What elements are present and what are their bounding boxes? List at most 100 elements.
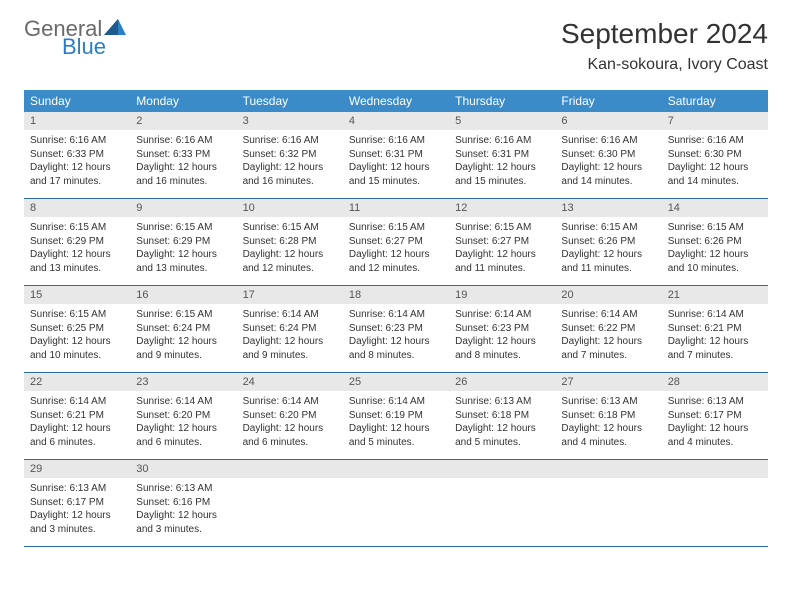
sunrise-line: Sunrise: 6:15 AM <box>30 308 124 322</box>
day-number: 26 <box>449 373 555 392</box>
sunrise-line: Sunrise: 6:15 AM <box>136 308 230 322</box>
day-cell: Sunrise: 6:14 AMSunset: 6:20 PMDaylight:… <box>237 391 343 460</box>
sunset-line: Sunset: 6:29 PM <box>30 235 124 249</box>
sunrise-line: Sunrise: 6:16 AM <box>30 134 124 148</box>
sunrise-line: Sunrise: 6:14 AM <box>668 308 762 322</box>
day-cell <box>662 478 768 547</box>
week-2-bodies: Sunrise: 6:15 AMSunset: 6:25 PMDaylight:… <box>24 304 768 373</box>
header: General Blue September 2024 Kan-sokoura,… <box>24 18 768 74</box>
week-1-numbers: 891011121314 <box>24 199 768 218</box>
day-number: 8 <box>24 199 130 218</box>
daylight-line: Daylight: 12 hours and 13 minutes. <box>136 248 230 275</box>
day-number: 1 <box>24 112 130 130</box>
month-title: September 2024 <box>561 18 768 50</box>
sunrise-line: Sunrise: 6:14 AM <box>136 395 230 409</box>
logo: General Blue <box>24 18 126 58</box>
day-cell: Sunrise: 6:14 AMSunset: 6:23 PMDaylight:… <box>343 304 449 373</box>
day-number: 6 <box>555 112 661 130</box>
day-header-sat: Saturday <box>662 90 768 112</box>
daylight-line: Daylight: 12 hours and 11 minutes. <box>455 248 549 275</box>
day-cell <box>343 478 449 547</box>
week-4-numbers: 2930 <box>24 460 768 479</box>
day-number: 23 <box>130 373 236 392</box>
sunrise-line: Sunrise: 6:14 AM <box>455 308 549 322</box>
day-number: 17 <box>237 286 343 305</box>
sunset-line: Sunset: 6:30 PM <box>668 148 762 162</box>
day-cell: Sunrise: 6:16 AMSunset: 6:31 PMDaylight:… <box>343 130 449 199</box>
sunrise-line: Sunrise: 6:15 AM <box>30 221 124 235</box>
day-number <box>662 460 768 479</box>
week-0-bodies: Sunrise: 6:16 AMSunset: 6:33 PMDaylight:… <box>24 130 768 199</box>
daylight-line: Daylight: 12 hours and 10 minutes. <box>668 248 762 275</box>
day-cell: Sunrise: 6:15 AMSunset: 6:27 PMDaylight:… <box>343 217 449 286</box>
sunrise-line: Sunrise: 6:15 AM <box>136 221 230 235</box>
daylight-line: Daylight: 12 hours and 17 minutes. <box>30 161 124 188</box>
daylight-line: Daylight: 12 hours and 5 minutes. <box>455 422 549 449</box>
sunrise-line: Sunrise: 6:14 AM <box>243 395 337 409</box>
day-cell: Sunrise: 6:15 AMSunset: 6:25 PMDaylight:… <box>24 304 130 373</box>
day-cell: Sunrise: 6:15 AMSunset: 6:29 PMDaylight:… <box>130 217 236 286</box>
day-cell: Sunrise: 6:16 AMSunset: 6:32 PMDaylight:… <box>237 130 343 199</box>
daylight-line: Daylight: 12 hours and 3 minutes. <box>136 509 230 536</box>
day-number: 29 <box>24 460 130 479</box>
sunset-line: Sunset: 6:26 PM <box>561 235 655 249</box>
day-number: 21 <box>662 286 768 305</box>
sunrise-line: Sunrise: 6:13 AM <box>561 395 655 409</box>
day-cell: Sunrise: 6:16 AMSunset: 6:33 PMDaylight:… <box>130 130 236 199</box>
sunrise-line: Sunrise: 6:13 AM <box>668 395 762 409</box>
daylight-line: Daylight: 12 hours and 15 minutes. <box>349 161 443 188</box>
daylight-line: Daylight: 12 hours and 11 minutes. <box>561 248 655 275</box>
day-number: 11 <box>343 199 449 218</box>
week-0-numbers: 1234567 <box>24 112 768 130</box>
daylight-line: Daylight: 12 hours and 9 minutes. <box>243 335 337 362</box>
day-number: 27 <box>555 373 661 392</box>
day-cell: Sunrise: 6:15 AMSunset: 6:28 PMDaylight:… <box>237 217 343 286</box>
sunrise-line: Sunrise: 6:15 AM <box>668 221 762 235</box>
sunset-line: Sunset: 6:30 PM <box>561 148 655 162</box>
day-header-mon: Monday <box>130 90 236 112</box>
daylight-line: Daylight: 12 hours and 16 minutes. <box>136 161 230 188</box>
daylight-line: Daylight: 12 hours and 12 minutes. <box>243 248 337 275</box>
daylight-line: Daylight: 12 hours and 16 minutes. <box>243 161 337 188</box>
day-number: 28 <box>662 373 768 392</box>
daylight-line: Daylight: 12 hours and 6 minutes. <box>243 422 337 449</box>
sunrise-line: Sunrise: 6:13 AM <box>30 482 124 496</box>
sunset-line: Sunset: 6:23 PM <box>349 322 443 336</box>
week-2-numbers: 15161718192021 <box>24 286 768 305</box>
sunset-line: Sunset: 6:25 PM <box>30 322 124 336</box>
sunset-line: Sunset: 6:19 PM <box>349 409 443 423</box>
sunrise-line: Sunrise: 6:13 AM <box>455 395 549 409</box>
day-cell: Sunrise: 6:14 AMSunset: 6:21 PMDaylight:… <box>24 391 130 460</box>
daylight-line: Daylight: 12 hours and 14 minutes. <box>668 161 762 188</box>
daylight-line: Daylight: 12 hours and 13 minutes. <box>30 248 124 275</box>
day-cell: Sunrise: 6:13 AMSunset: 6:18 PMDaylight:… <box>555 391 661 460</box>
day-number: 30 <box>130 460 236 479</box>
sunset-line: Sunset: 6:28 PM <box>243 235 337 249</box>
day-cell <box>237 478 343 547</box>
location: Kan-sokoura, Ivory Coast <box>561 56 768 74</box>
day-cell: Sunrise: 6:14 AMSunset: 6:19 PMDaylight:… <box>343 391 449 460</box>
sunset-line: Sunset: 6:24 PM <box>243 322 337 336</box>
day-number: 4 <box>343 112 449 130</box>
daylight-line: Daylight: 12 hours and 5 minutes. <box>349 422 443 449</box>
sunrise-line: Sunrise: 6:15 AM <box>349 221 443 235</box>
week-3-bodies: Sunrise: 6:14 AMSunset: 6:21 PMDaylight:… <box>24 391 768 460</box>
day-header-thu: Thursday <box>449 90 555 112</box>
sunset-line: Sunset: 6:18 PM <box>561 409 655 423</box>
day-cell: Sunrise: 6:14 AMSunset: 6:20 PMDaylight:… <box>130 391 236 460</box>
sunset-line: Sunset: 6:17 PM <box>30 496 124 510</box>
sunrise-line: Sunrise: 6:16 AM <box>455 134 549 148</box>
day-number <box>343 460 449 479</box>
day-header-sun: Sunday <box>24 90 130 112</box>
day-number: 24 <box>237 373 343 392</box>
sunrise-line: Sunrise: 6:16 AM <box>243 134 337 148</box>
daylight-line: Daylight: 12 hours and 6 minutes. <box>30 422 124 449</box>
sunrise-line: Sunrise: 6:14 AM <box>243 308 337 322</box>
day-cell: Sunrise: 6:15 AMSunset: 6:26 PMDaylight:… <box>555 217 661 286</box>
day-cell: Sunrise: 6:14 AMSunset: 6:21 PMDaylight:… <box>662 304 768 373</box>
sunrise-line: Sunrise: 6:15 AM <box>561 221 655 235</box>
sunset-line: Sunset: 6:21 PM <box>668 322 762 336</box>
day-number: 15 <box>24 286 130 305</box>
day-number <box>555 460 661 479</box>
sunset-line: Sunset: 6:27 PM <box>349 235 443 249</box>
